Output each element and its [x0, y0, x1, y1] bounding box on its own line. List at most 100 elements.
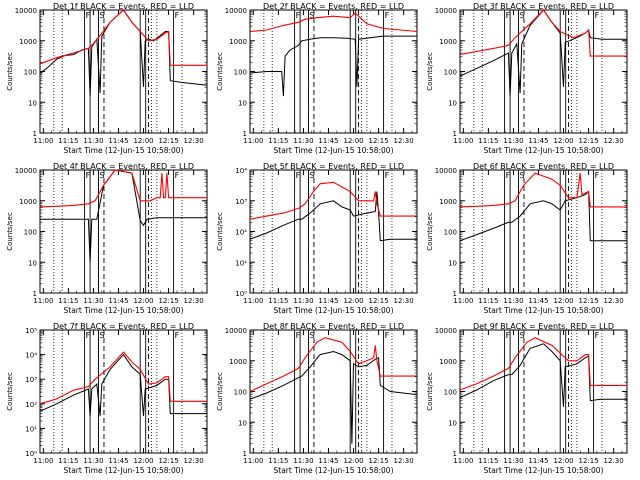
panel-title: Det 6f BLACK = Events, RED = LLD — [473, 162, 614, 171]
y-tick-label: 1 — [33, 290, 37, 298]
y-tick-label: 1 — [33, 130, 37, 138]
x-tick-label: 11:15 — [478, 457, 498, 465]
y-axis-label: Counts/sec — [216, 372, 224, 411]
x-tick-label: 11:45 — [318, 457, 338, 465]
flag-letter: S — [99, 331, 104, 340]
x-tick-label: 12:30 — [394, 457, 414, 465]
x-axis-label: Start Time (12-Jun-15 10:58:00) — [274, 466, 394, 475]
panel-5: Det 5f BLACK = Events, RED = LLD 10⁰ 10¹ 10… — [216, 162, 418, 315]
panel-2: Det 2f BLACK = Events, RED = LLD 1 10 100 10… — [216, 2, 418, 155]
x-axis-label: Start Time (12-Jun-15 10:58:00) — [484, 306, 604, 315]
x-tick-label: 11:15 — [478, 297, 498, 305]
y-tick-label: 100 — [24, 229, 37, 237]
x-tick-label: 11:00 — [453, 137, 473, 145]
x-tick-label: 11:15 — [478, 137, 498, 145]
y-tick-label: 10⁴ — [235, 167, 247, 175]
y-tick-label: 10 — [448, 419, 457, 427]
x-tick-label: 12:30 — [184, 137, 204, 145]
y-axis-label: Counts/sec — [426, 52, 434, 91]
x-tick-label: 12:00 — [343, 457, 363, 465]
y-tick-label: 1 — [453, 290, 457, 298]
flag-letter: S — [309, 171, 314, 180]
x-axis-label: Start Time (12-Jun-15 10:58:00) — [484, 466, 604, 475]
series-line-events — [39, 353, 207, 417]
y-tick-label: 10 — [28, 99, 37, 107]
panel-6: Det 6f BLACK = Events, RED = LLD 1 10 100 10… — [426, 162, 628, 315]
x-tick-label: 12:30 — [394, 137, 414, 145]
panel-1: Det 1f BLACK = Events, RED = LLD 1 10 100 10… — [6, 2, 208, 155]
x-axis-label: Start Time (12-Jun-15 10:58:00) — [274, 146, 394, 155]
flag-letter: S — [519, 11, 524, 20]
series-line-events — [249, 35, 417, 97]
x-tick-label: 12:30 — [184, 297, 204, 305]
panel-title: Det 2f BLACK = Events, RED = LLD — [263, 2, 404, 11]
panel-title: Det 7f BLACK = Events, RED = LLD — [53, 322, 194, 331]
y-tick-label: 10000 — [15, 7, 37, 15]
y-axis-label: Counts/sec — [6, 52, 14, 91]
x-tick-label: 12:00 — [553, 457, 573, 465]
x-tick-label: 11:00 — [33, 457, 53, 465]
flag-letter: F — [595, 331, 600, 340]
flag-letter: S — [99, 171, 104, 180]
series-line-events — [249, 191, 417, 242]
x-axis-label: Start Time (12-Jun-15 10:58:00) — [274, 306, 394, 315]
x-tick-label: 12:30 — [184, 457, 204, 465]
y-tick-label: 10⁰ — [235, 290, 247, 298]
y-tick-label: 1000 — [439, 198, 457, 206]
x-tick-label: 11:45 — [108, 137, 128, 145]
x-axis-label: Start Time (12-Jun-15 10:58:00) — [64, 306, 184, 315]
y-tick-label: 10000 — [435, 167, 457, 175]
x-tick-label: 11:00 — [33, 137, 53, 145]
y-tick-label: 10 — [448, 99, 457, 107]
x-tick-label: 12:00 — [133, 457, 153, 465]
flag-letter: F — [175, 11, 180, 20]
y-tick-label: 10⁴ — [25, 352, 37, 360]
series-line-lld — [39, 169, 207, 208]
series-line-lld — [459, 9, 627, 57]
y-axis-label: Counts/sec — [426, 212, 434, 251]
y-tick-label: 1000 — [439, 38, 457, 46]
x-tick-label: 12:30 — [394, 297, 414, 305]
y-tick-label: 10³ — [25, 376, 37, 384]
x-tick-label: 11:30 — [293, 297, 313, 305]
series-line-lld — [249, 12, 418, 33]
x-tick-label: 12:15 — [578, 137, 598, 145]
x-tick-label: 12:00 — [343, 297, 363, 305]
series-line-lld — [459, 337, 627, 391]
y-tick-label: 10 — [28, 259, 37, 267]
x-tick-label: 11:30 — [503, 457, 523, 465]
y-tick-label: 1000 — [229, 358, 247, 366]
y-tick-label: 1000 — [19, 38, 37, 46]
y-tick-label: 10000 — [225, 327, 247, 335]
x-tick-label: 11:00 — [243, 137, 263, 145]
x-tick-label: 11:15 — [268, 137, 288, 145]
x-tick-label: 11:00 — [453, 457, 473, 465]
flag-letter: F — [296, 171, 301, 180]
x-tick-label: 11:15 — [58, 137, 78, 145]
x-tick-label: 12:15 — [368, 457, 388, 465]
x-tick-label: 12:15 — [578, 457, 598, 465]
y-tick-label: 10 — [238, 419, 247, 427]
y-axis-label: Counts/sec — [216, 52, 224, 91]
x-tick-label: 11:00 — [33, 297, 53, 305]
x-tick-label: 12:00 — [553, 297, 573, 305]
y-tick-label: 100 — [444, 69, 457, 77]
x-tick-label: 12:15 — [158, 457, 178, 465]
flag-letter: F — [296, 331, 301, 340]
panel-8: Det 8f BLACK = Events, RED = LLD 1 10 100 10… — [216, 322, 418, 475]
x-tick-label: 12:00 — [133, 137, 153, 145]
flag-letter: S — [519, 331, 524, 340]
x-tick-label: 12:00 — [343, 137, 363, 145]
y-tick-label: 10² — [25, 401, 37, 409]
flag-letter: F — [175, 171, 180, 180]
y-tick-label: 1 — [453, 450, 457, 458]
panel-title: Det 9f BLACK = Events, RED = LLD — [473, 322, 614, 331]
y-tick-label: 1000 — [439, 358, 457, 366]
y-tick-label: 10⁰ — [25, 450, 37, 458]
x-tick-label: 11:15 — [268, 457, 288, 465]
x-tick-label: 12:30 — [604, 137, 624, 145]
y-tick-label: 10² — [235, 229, 247, 237]
x-tick-label: 11:30 — [293, 137, 313, 145]
flag-letter: F — [595, 11, 600, 20]
